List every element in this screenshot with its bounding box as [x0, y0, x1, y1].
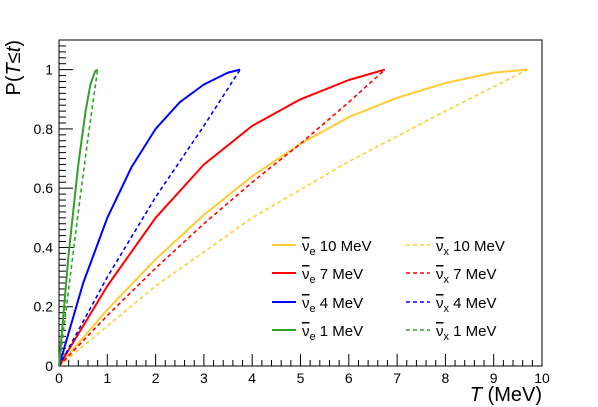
- series-line-x-10mev: [58, 68, 528, 367]
- legend-entry: νx 1 MeV: [436, 323, 497, 343]
- series-line-e-7mev: [58, 68, 386, 367]
- x-tick-label: 4: [248, 370, 256, 386]
- x-axis-label: T (MeV): [470, 384, 542, 406]
- x-tick-label: 6: [345, 370, 353, 386]
- legend-entry: νe 10 MeV: [302, 238, 372, 258]
- x-tick-label: 5: [297, 370, 305, 386]
- series-line-x-7mev: [58, 69, 386, 367]
- series-line-e-4mev: [58, 68, 241, 367]
- x-tick-label: 10: [534, 370, 550, 386]
- legend-entry: νe 7 MeV: [302, 266, 363, 286]
- legend: νe 10 MeV νx 10 MeV νe 7 MeV νx 7 MeV νe 4 M…: [272, 238, 505, 343]
- plot-frame: [58, 39, 543, 367]
- x-tick-label: 3: [200, 370, 208, 386]
- y-tick-label: 0.4: [34, 239, 54, 255]
- series-line-x-4mev: [58, 69, 241, 367]
- y-tick-label: 0.6: [34, 180, 54, 196]
- x-tick-label: 7: [393, 370, 401, 386]
- y-tick-label: 0.8: [34, 121, 54, 137]
- plot-border: [58, 39, 543, 367]
- x-tick-label: 9: [490, 370, 498, 386]
- series-line-x-1mev: [58, 69, 99, 367]
- x-tick-label: 1: [103, 370, 111, 386]
- x-tick-label: 8: [442, 370, 450, 386]
- y-tick-label: 0.2: [34, 299, 54, 315]
- series-layer: [58, 68, 528, 367]
- legend-entry: νx 10 MeV: [436, 238, 505, 258]
- y-tick-label: 1: [45, 62, 53, 78]
- legend-entry: νx 4 MeV: [436, 295, 497, 315]
- y-tick-label: 0: [45, 358, 53, 374]
- series-line-e-1mev: [58, 68, 99, 367]
- x-tick-label: 2: [152, 370, 160, 386]
- y-axis-label: P(T≤t): [3, 40, 25, 95]
- axis-ticks: 0 1 2 3 4 5 6 7 8 9 10 0 0.2 0.4 0.6 0.8 1: [34, 39, 550, 386]
- legend-entry: νe 1 MeV: [302, 323, 363, 343]
- x-tick-label: 0: [55, 370, 63, 386]
- series-line-e-10mev: [58, 68, 528, 367]
- legend-entry: νe 4 MeV: [302, 295, 363, 315]
- legend-entry: νx 7 MeV: [436, 266, 497, 286]
